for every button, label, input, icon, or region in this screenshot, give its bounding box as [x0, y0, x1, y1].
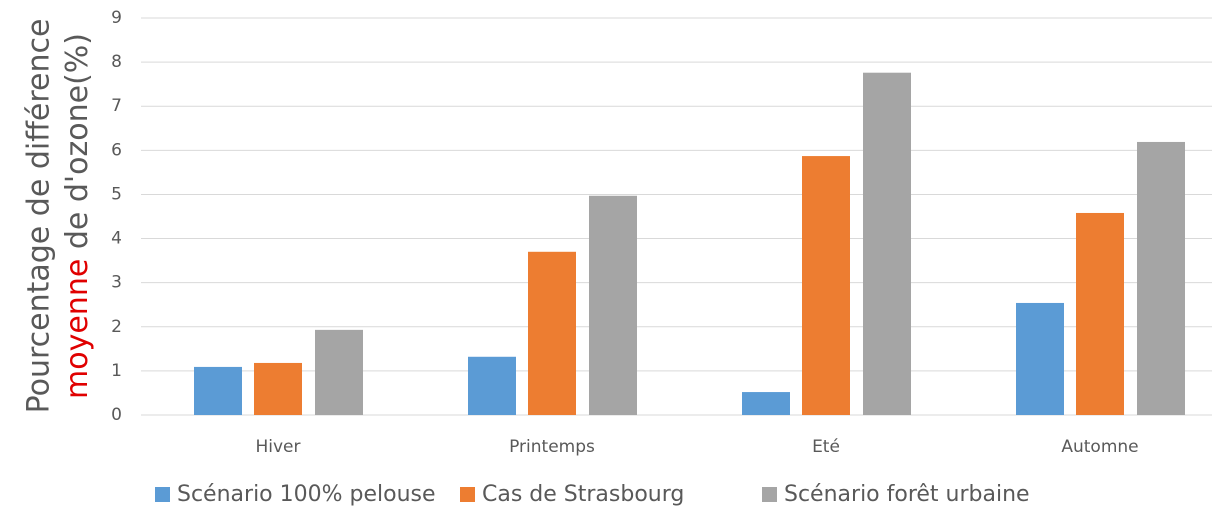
bar	[1076, 212, 1124, 415]
y-tick-label: 9	[111, 8, 122, 28]
y-tick-label: 2	[111, 317, 122, 337]
y-tick-label: 8	[111, 52, 122, 72]
bar	[194, 366, 242, 415]
x-tick-label: Hiver	[255, 437, 300, 457]
bar	[589, 195, 637, 415]
bar	[468, 356, 516, 415]
y-tick-label: 3	[111, 273, 122, 293]
legend-swatch	[460, 487, 475, 502]
bar	[1137, 141, 1185, 416]
legend-swatch	[762, 487, 777, 502]
legend-label: Scénario 100% pelouse	[177, 482, 436, 507]
y-tick-label: 0	[111, 405, 122, 425]
y-axis-label-rest: de d'ozone(%)	[60, 33, 95, 259]
y-tick-label: 4	[111, 229, 122, 249]
bar	[254, 362, 302, 415]
y-axis-label-highlight: moyenne	[60, 259, 95, 399]
legend-label: Scénario forêt urbaine	[784, 482, 1030, 507]
bar	[742, 392, 790, 415]
y-tick-label: 7	[111, 96, 122, 116]
legend-swatch	[155, 487, 170, 502]
bar	[528, 251, 576, 415]
y-axis-label: Pourcentage de différence	[22, 19, 57, 414]
legend-label: Cas de Strasbourg	[482, 482, 684, 507]
bar	[1016, 302, 1064, 415]
x-tick-label: Printemps	[509, 437, 595, 457]
bar	[315, 329, 363, 415]
bar	[863, 72, 911, 415]
y-tick-label: 6	[111, 140, 122, 160]
y-tick-label: 1	[111, 361, 122, 381]
y-tick-label: 5	[111, 184, 122, 204]
x-tick-label: Automne	[1061, 437, 1138, 457]
x-tick-label: Eté	[812, 437, 840, 457]
bar	[802, 156, 850, 415]
y-axis-label: moyenne de d'ozone(%)	[60, 33, 95, 399]
